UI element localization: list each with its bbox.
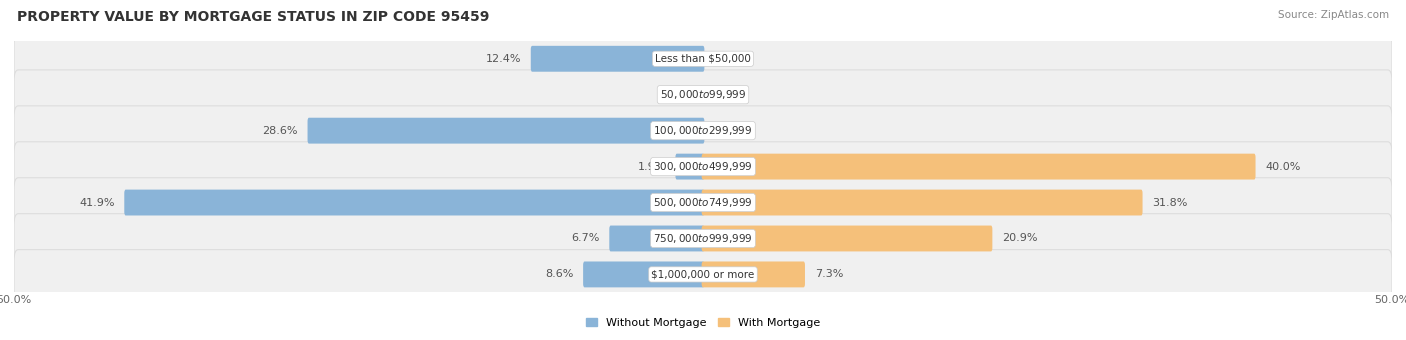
Text: $50,000 to $99,999: $50,000 to $99,999 — [659, 88, 747, 101]
Text: $500,000 to $749,999: $500,000 to $749,999 — [654, 196, 752, 209]
FancyBboxPatch shape — [308, 118, 704, 143]
Text: 28.6%: 28.6% — [263, 126, 298, 136]
FancyBboxPatch shape — [702, 190, 1143, 216]
FancyBboxPatch shape — [14, 214, 1392, 263]
Text: 41.9%: 41.9% — [79, 198, 115, 207]
Text: 6.7%: 6.7% — [571, 234, 599, 243]
Text: PROPERTY VALUE BY MORTGAGE STATUS IN ZIP CODE 95459: PROPERTY VALUE BY MORTGAGE STATUS IN ZIP… — [17, 10, 489, 24]
FancyBboxPatch shape — [14, 106, 1392, 155]
Text: 0.0%: 0.0% — [714, 54, 742, 64]
FancyBboxPatch shape — [124, 190, 704, 216]
Text: 40.0%: 40.0% — [1265, 162, 1301, 172]
FancyBboxPatch shape — [14, 250, 1392, 299]
Text: $100,000 to $299,999: $100,000 to $299,999 — [654, 124, 752, 137]
Text: Source: ZipAtlas.com: Source: ZipAtlas.com — [1278, 10, 1389, 20]
FancyBboxPatch shape — [609, 225, 704, 251]
FancyBboxPatch shape — [702, 225, 993, 251]
Text: 1.9%: 1.9% — [637, 162, 666, 172]
FancyBboxPatch shape — [675, 154, 704, 180]
Text: $1,000,000 or more: $1,000,000 or more — [651, 269, 755, 279]
FancyBboxPatch shape — [14, 34, 1392, 84]
Text: 20.9%: 20.9% — [1002, 234, 1038, 243]
FancyBboxPatch shape — [14, 70, 1392, 120]
FancyBboxPatch shape — [702, 154, 1256, 180]
Text: $750,000 to $999,999: $750,000 to $999,999 — [654, 232, 752, 245]
FancyBboxPatch shape — [702, 261, 806, 287]
Text: 12.4%: 12.4% — [485, 54, 522, 64]
FancyBboxPatch shape — [14, 178, 1392, 227]
Text: 0.0%: 0.0% — [714, 126, 742, 136]
Text: Less than $50,000: Less than $50,000 — [655, 54, 751, 64]
Legend: Without Mortgage, With Mortgage: Without Mortgage, With Mortgage — [582, 313, 824, 332]
Text: 31.8%: 31.8% — [1152, 198, 1188, 207]
Text: 8.6%: 8.6% — [546, 269, 574, 279]
Text: 7.3%: 7.3% — [814, 269, 844, 279]
FancyBboxPatch shape — [583, 261, 704, 287]
Text: $300,000 to $499,999: $300,000 to $499,999 — [654, 160, 752, 173]
FancyBboxPatch shape — [14, 142, 1392, 191]
FancyBboxPatch shape — [531, 46, 704, 72]
Text: 0.0%: 0.0% — [714, 90, 742, 100]
Text: 0.0%: 0.0% — [664, 90, 692, 100]
